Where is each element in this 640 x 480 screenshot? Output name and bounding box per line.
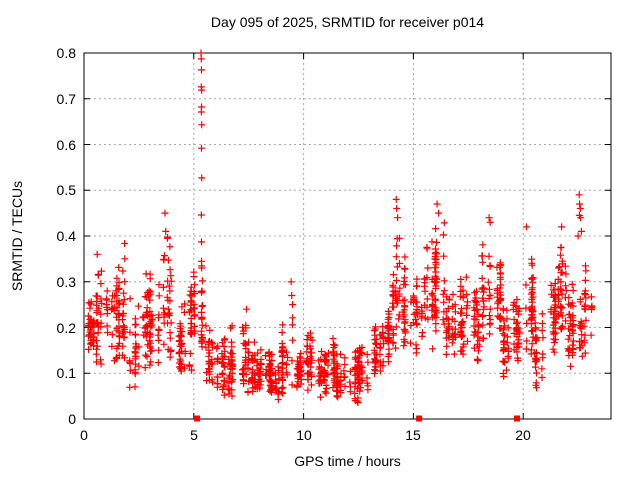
zero-value-marker [416, 415, 423, 422]
y-tick-label: 0.5 [56, 182, 76, 198]
y-tick-label: 0.2 [56, 320, 76, 336]
x-tick-label: 15 [405, 427, 421, 443]
y-tick-label: 0.4 [56, 228, 76, 244]
y-tick-label: 0.8 [56, 45, 76, 61]
x-tick-label: 10 [296, 427, 312, 443]
x-tick-label: 20 [515, 427, 531, 443]
data-points [84, 49, 596, 406]
chart-title: Day 095 of 2025, SRMTID for receiver p01… [210, 14, 485, 30]
x-tick-label: 0 [80, 427, 88, 443]
zero-value-marker [194, 415, 201, 422]
y-tick-label: 0.3 [56, 274, 76, 290]
y-tick-label: 0.6 [56, 137, 76, 153]
plot-border [83, 52, 612, 420]
y-tick-label: 0 [68, 411, 76, 427]
zero-value-marker [514, 415, 520, 422]
x-axis-label: GPS time / hours [294, 453, 401, 469]
x-tick-label: 5 [190, 427, 198, 443]
y-tick-label: 0.1 [56, 365, 76, 381]
y-tick-label: 0.7 [56, 91, 76, 107]
